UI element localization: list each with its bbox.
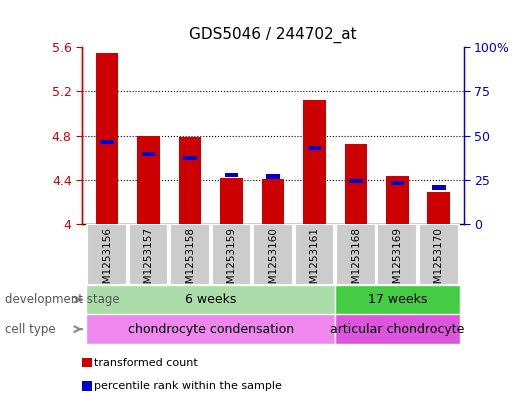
Bar	[386, 176, 409, 224]
Bar	[391, 181, 404, 185]
Bar	[86, 314, 335, 344]
Text: GSM1253158: GSM1253158	[185, 227, 195, 297]
Bar	[142, 152, 155, 156]
Bar	[137, 136, 160, 224]
Bar	[344, 144, 367, 224]
FancyBboxPatch shape	[419, 224, 459, 285]
FancyBboxPatch shape	[170, 224, 210, 285]
Bar	[100, 140, 114, 144]
Text: GSM1253170: GSM1253170	[434, 227, 444, 297]
Text: GSM1253160: GSM1253160	[268, 227, 278, 297]
FancyBboxPatch shape	[377, 224, 417, 285]
Bar	[266, 174, 280, 178]
Text: chondrocyte condensation: chondrocyte condensation	[128, 323, 294, 336]
FancyBboxPatch shape	[295, 224, 334, 285]
Bar	[86, 285, 335, 314]
FancyBboxPatch shape	[211, 224, 251, 285]
Text: GSM1253161: GSM1253161	[310, 227, 320, 297]
Bar	[220, 178, 243, 224]
Text: cell type: cell type	[5, 323, 56, 336]
Text: 17 weeks: 17 weeks	[368, 293, 427, 306]
Bar	[335, 314, 460, 344]
Bar	[95, 53, 118, 224]
Bar	[225, 173, 238, 178]
Bar	[183, 156, 197, 160]
Text: articular chondrocyte: articular chondrocyte	[330, 323, 465, 336]
Bar	[335, 285, 460, 314]
Text: transformed count: transformed count	[94, 358, 198, 368]
Text: GSM1253169: GSM1253169	[392, 227, 402, 297]
Text: GSM1253157: GSM1253157	[144, 227, 154, 297]
FancyBboxPatch shape	[129, 224, 169, 285]
FancyBboxPatch shape	[87, 224, 127, 285]
FancyBboxPatch shape	[336, 224, 376, 285]
Text: GSM1253159: GSM1253159	[226, 227, 236, 297]
Bar	[261, 179, 285, 224]
Text: GSM1253168: GSM1253168	[351, 227, 361, 297]
Bar	[428, 192, 450, 224]
Title: GDS5046 / 244702_at: GDS5046 / 244702_at	[189, 27, 357, 43]
Text: development stage: development stage	[5, 293, 120, 306]
Text: percentile rank within the sample: percentile rank within the sample	[94, 381, 282, 391]
Bar	[349, 179, 363, 183]
FancyBboxPatch shape	[253, 224, 293, 285]
Text: 6 weeks: 6 weeks	[185, 293, 236, 306]
Text: GSM1253156: GSM1253156	[102, 227, 112, 297]
Bar	[303, 100, 326, 224]
Bar	[179, 137, 201, 224]
Bar	[307, 146, 321, 150]
Bar	[432, 185, 446, 190]
